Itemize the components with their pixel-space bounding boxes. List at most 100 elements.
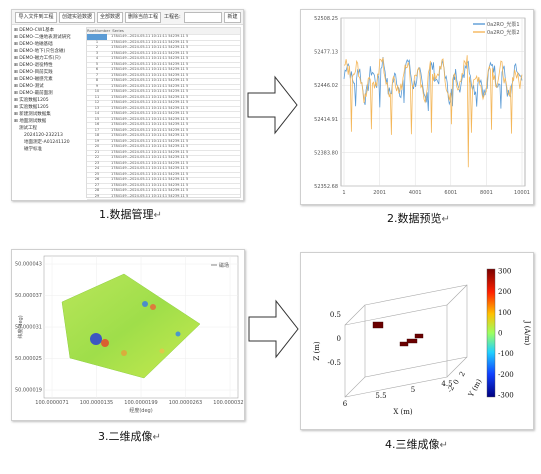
y-tick-label: 50.000031 — [15, 325, 42, 331]
tree-item[interactable]: ⊞ DEMO-测试 — [14, 84, 44, 89]
caption-data-management: 1.数据管理↵ — [99, 208, 162, 221]
imaging-2d-panel: 50.000043 50.000037 50.000031 50.000025 50.0… — [11, 249, 245, 421]
table-row[interactable]: 2 1784149...2024-05-11 10:11:11 54239.11 … — [87, 45, 240, 52]
colorbar-tick-label: 100 — [498, 309, 511, 317]
arrow-right-icon — [248, 299, 299, 359]
row-number: 22 — [94, 155, 100, 159]
table-row[interactable]: 1 1784149...2024-05-11 10:11:11 54239.11 … — [87, 40, 240, 46]
anomaly-spot — [90, 333, 102, 345]
table-row[interactable]: 17 1784149...2024-05-11 10:11:11 54239.11… — [87, 127, 240, 134]
tree-item[interactable]: ⊞ DEMO-退役特性 — [14, 63, 53, 68]
import-file-button[interactable]: 导入文件到工程 — [15, 12, 57, 23]
table-row[interactable]: 26 1784149...2024-05-11 10:11:11 54239.11… — [87, 177, 240, 184]
row-number: 16 — [94, 122, 100, 126]
table-row[interactable]: 11 1784149...2024-05-11 10:11:11 54239.11… — [87, 94, 240, 101]
arrow-right-icon — [247, 75, 298, 135]
tree-item[interactable]: ⊞ DEMO-CW1基本 — [14, 28, 55, 33]
table-row[interactable]: 5 1784149...2024-05-11 10:11:11 54239.11 … — [87, 62, 240, 68]
y-tick-label: -2 — [446, 384, 456, 394]
tree-item[interactable]: 磁学标准 — [24, 147, 42, 152]
table-row[interactable]: 24 1784149...2024-05-11 10:11:11 54239.11… — [87, 166, 240, 173]
tree-item[interactable]: ⊞ 新建测试数据集 — [14, 112, 51, 117]
table-row[interactable]: 7 1784149...2024-05-11 10:11:11 54239.11 … — [87, 72, 240, 79]
data-grid: RowNumber Series 1784149...2024-05-11 10… — [86, 27, 241, 200]
table-row[interactable]: 4 1784149...2024-05-11 10:11:11 54239.11 … — [87, 56, 240, 63]
anomaly-spot — [121, 350, 127, 356]
row-number: 23 — [94, 160, 100, 165]
tree-item[interactable]: ⊞ 地面测试数据 — [14, 119, 47, 124]
table-row[interactable]: 25 1784149...2024-05-11 10:11:11 54239.11… — [87, 172, 240, 178]
table-row[interactable]: 12 1784149...2024-05-11 10:11:11 54239.11… — [87, 100, 240, 107]
table-row[interactable]: 23 1784149...2024-05-11 10:11:11 54239.11… — [87, 160, 240, 167]
tree-item[interactable]: ⊞ DEMO-二维地表测试研究 — [14, 35, 71, 40]
table-row[interactable]: 22 1784149...2024-05-11 10:11:11 54239.11… — [87, 155, 240, 162]
x-tick-label: 5 — [411, 386, 415, 394]
tree-item[interactable]: ⊞ DEMO-地磁基础 — [14, 42, 53, 47]
table-row[interactable]: 9 1784149...2024-05-11 10:11:11 54239.11 … — [87, 83, 240, 90]
project-name-input[interactable] — [184, 12, 222, 23]
row-number: 3 — [95, 50, 99, 55]
tree-item[interactable]: 地面测定-A01241120 — [24, 140, 70, 145]
tree-item[interactable]: ⊞ DEMO-最前面测 — [14, 91, 53, 96]
x-tick-label: 10001 — [514, 190, 530, 196]
table-row[interactable]: 1784149...2024-05-11 10:11:11 54239.11 5 — [87, 34, 240, 41]
row-value: 1784149...2024-05-11 10:11:11 54239.11 5 — [111, 83, 189, 88]
all-data-button[interactable]: 全部数据 — [97, 12, 123, 23]
table-row[interactable]: 13 1784149...2024-05-11 10:11:11 54239.11… — [87, 106, 240, 112]
z-tick-label: 0.5 — [330, 311, 341, 319]
table-row[interactable]: 20 1784149...2024-05-11 10:11:11 54239.11… — [87, 144, 240, 151]
table-row[interactable]: 19 1784149...2024-05-11 10:11:11 54239.11… — [87, 138, 240, 145]
table-row[interactable]: 14 1784149...2024-05-11 10:11:11 54239.11… — [87, 111, 240, 118]
table-row[interactable]: 16 1784149...2024-05-11 10:11:11 54239.11… — [87, 122, 240, 129]
x-tick-label: 2001 — [373, 190, 386, 196]
new-project-button[interactable]: 新建 — [224, 12, 241, 23]
row-number: 11 — [94, 94, 100, 99]
data-management-panel: 导入文件到工程 创建实验数据 全部数据 删除当前工程 工程名: 新建 ⊞ DEM… — [11, 9, 244, 201]
row-value: 1784149...2024-05-11 10:11:11 54239.11 5 — [111, 89, 189, 93]
table-row[interactable]: 18 1784149...2024-05-11 10:11:11 54239.11… — [87, 133, 240, 140]
row-value: 1784149...2024-05-11 10:11:11 54239.11 5 — [111, 50, 189, 55]
tree-item[interactable]: 测试工程 — [19, 126, 37, 131]
tree-item[interactable]: ⊞ 实验数据1205 — [14, 98, 49, 103]
table-row[interactable]: 3 1784149...2024-05-11 10:11:11 54239.11 … — [87, 50, 240, 57]
anomaly-spot — [175, 331, 181, 337]
table-row[interactable]: 10 1784149...2024-05-11 10:11:11 54239.11… — [87, 89, 240, 96]
row-value: 1784149...2024-05-11 10:11:11 54239.11 5 — [111, 34, 189, 38]
tree-item[interactable]: ⊞ DEMO-磁感元素 — [14, 77, 53, 82]
caption-imaging-3d: 4.三维成像↵ — [385, 438, 448, 451]
table-row[interactable]: 29 1784149...2024-05-11 10:11:11 54239.11… — [87, 194, 240, 200]
row-number: 24 — [94, 166, 100, 170]
tree-item[interactable]: ⊞ DEMO-磁力工作(只) — [14, 56, 61, 61]
x-tick-label: 5.5 — [375, 392, 386, 400]
delete-project-button[interactable]: 删除当前工程 — [125, 12, 161, 23]
row-value: 1784149...2024-05-11 10:11:11 54239.11 5 — [111, 144, 189, 148]
z-tick-label: -0.5 — [328, 359, 342, 367]
colorbar — [486, 268, 496, 398]
row-value: 1784149...2024-05-11 10:11:11 54239.11 5 — [111, 177, 189, 181]
row-value: 1784149...2024-05-11 10:11:11 54239.11 5 — [111, 72, 189, 77]
colorbar-tick-label: 200 — [498, 288, 511, 296]
tree-item[interactable]: ⊞ DEMO-目前实践 — [14, 70, 53, 75]
table-row[interactable]: 28 1784149...2024-05-11 10:11:11 54239.11… — [87, 188, 240, 195]
table-row[interactable]: 21 1784149...2024-05-11 10:11:11 54239.11… — [87, 150, 240, 156]
project-tree: ⊞ DEMO-CW1基本 ⊞ DEMO-二维地表测试研究 ⊞ DEMO-地磁基础 ⊞ … — [14, 27, 82, 198]
row-value: 1784149...2024-05-11 10:11:11 54239.11 5 — [111, 127, 189, 132]
table-row[interactable]: 6 1784149...2024-05-11 10:11:11 54239.11 … — [87, 67, 240, 74]
y-axis-label: Y (m) — [467, 378, 484, 400]
table-row[interactable]: 15 1784149...2024-05-11 10:11:11 54239.11… — [87, 116, 240, 123]
tree-item[interactable]: ⊞ DEMO-地下(只包含磁) — [14, 49, 66, 54]
table-row[interactable]: 27 1784149...2024-05-11 10:11:11 54239.11… — [87, 183, 240, 189]
row-value: 1784149...2024-05-11 10:11:11 54239.11 5 — [111, 122, 189, 126]
row-value: 1784149...2024-05-11 10:11:11 54239.11 5 — [111, 133, 189, 137]
preview-line-chart: 52508.25 52477.13 52446.02 52414.91 52383.80… — [314, 16, 530, 196]
tree-item[interactable]: ⊞ 实验数据1205 — [14, 105, 49, 110]
y-tick-label: 2 — [458, 370, 467, 378]
row-number: 19 — [94, 138, 100, 143]
create-data-button[interactable]: 创建实验数据 — [59, 12, 95, 23]
table-row[interactable]: 8 1784149...2024-05-11 10:11:11 54239.11 … — [87, 78, 240, 85]
anomaly-spot — [150, 304, 156, 310]
y-tick-label: 50.000043 — [15, 262, 42, 268]
row-number: 15 — [94, 116, 100, 121]
tree-item[interactable]: 2024120-232213 — [24, 133, 63, 138]
